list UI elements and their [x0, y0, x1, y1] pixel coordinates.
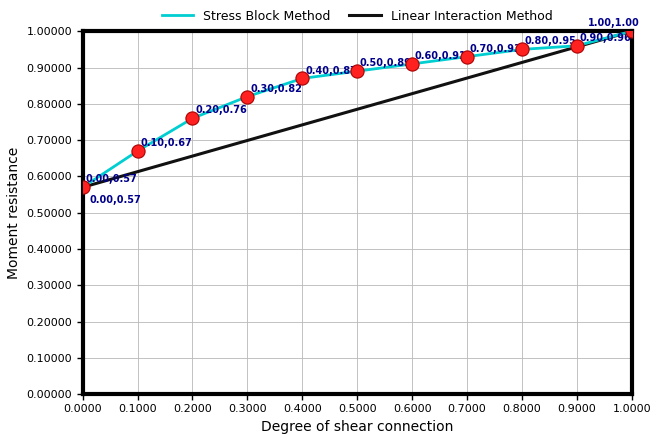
Point — [517, 46, 527, 53]
Text: 1.00,1.00: 1.00,1.00 — [588, 19, 640, 28]
Text: 0.10,0.67: 0.10,0.67 — [140, 138, 192, 148]
Point — [297, 75, 307, 82]
Point — [242, 93, 253, 100]
Point — [78, 184, 88, 191]
Text: 0.80,0.95: 0.80,0.95 — [524, 37, 576, 46]
Legend: Stress Block Method, Linear Interaction Method: Stress Block Method, Linear Interaction … — [157, 5, 557, 28]
Text: 0.00,0.57: 0.00,0.57 — [89, 195, 141, 205]
X-axis label: Degree of shear connection: Degree of shear connection — [261, 420, 453, 434]
Text: 0.00,0.57: 0.00,0.57 — [86, 174, 137, 184]
Point — [132, 147, 143, 154]
Text: 0.20,0.76: 0.20,0.76 — [195, 105, 247, 116]
Point — [462, 53, 472, 60]
Text: 0.70,0.93: 0.70,0.93 — [470, 44, 522, 54]
Point — [626, 28, 637, 35]
Text: 0.40,0.87: 0.40,0.87 — [305, 66, 357, 75]
Point — [188, 115, 198, 122]
Y-axis label: Moment resistance: Moment resistance — [7, 146, 21, 279]
Text: 0.50,0.89: 0.50,0.89 — [360, 58, 412, 68]
Point — [572, 42, 582, 49]
Point — [352, 67, 363, 75]
Point — [407, 60, 417, 67]
Text: 0.30,0.82: 0.30,0.82 — [250, 84, 302, 93]
Text: 0.60,0.91: 0.60,0.91 — [415, 51, 467, 61]
Text: 0.90,0.96: 0.90,0.96 — [580, 33, 631, 43]
